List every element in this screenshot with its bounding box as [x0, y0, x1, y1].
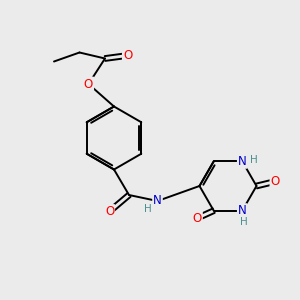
Text: O: O: [123, 49, 132, 62]
Text: N: N: [238, 155, 247, 168]
Text: N: N: [153, 194, 162, 208]
Text: O: O: [271, 175, 280, 188]
Text: O: O: [193, 212, 202, 225]
Text: H: H: [144, 204, 152, 214]
Text: H: H: [240, 217, 247, 227]
Text: N: N: [238, 204, 247, 217]
Text: H: H: [250, 155, 257, 165]
Text: O: O: [84, 77, 93, 91]
Text: O: O: [105, 205, 114, 218]
